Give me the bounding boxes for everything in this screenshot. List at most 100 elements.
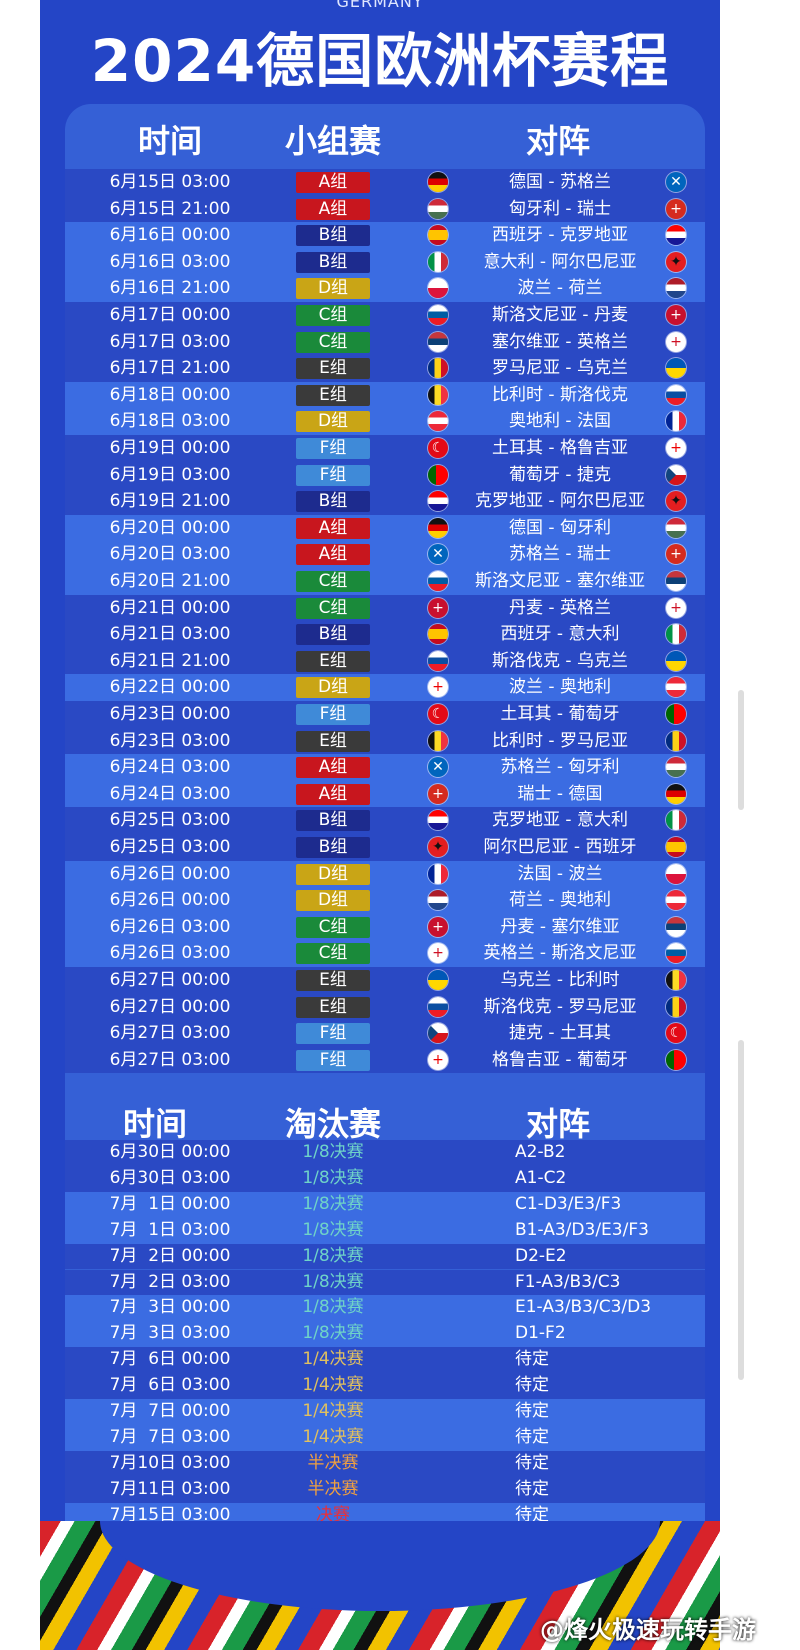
match-row[interactable]: 6月27日 03:00 F组 + 格鲁吉亚 - 葡萄牙 bbox=[65, 1046, 705, 1074]
away-fr-flag-icon bbox=[666, 411, 686, 432]
match-row[interactable]: 6月26日 00:00 D组 荷兰 - 奥地利 bbox=[65, 887, 705, 914]
match-teams: 斯洛伐克 - 罗马尼亚 bbox=[483, 996, 637, 1017]
match-row[interactable]: 6月18日 03:00 D组 奥地利 - 法国 bbox=[65, 408, 705, 435]
match-row[interactable]: 6月17日 00:00 C组 斯洛文尼亚 - 丹麦 + bbox=[65, 302, 705, 329]
match-row[interactable]: 6月20日 03:00 A组 ✕ 苏格兰 - 瑞士 + bbox=[65, 541, 705, 568]
match-teams: 捷克 - 土耳其 bbox=[509, 1023, 611, 1044]
knockout-row[interactable]: 7月 6日 00:00 1/4决赛 待定 bbox=[65, 1347, 705, 1374]
match-time: 7月11日 03:00 bbox=[109, 1478, 231, 1499]
away-hr-flag-icon bbox=[666, 225, 686, 246]
match-row[interactable]: 6月16日 00:00 B组 西班牙 - 克罗地亚 bbox=[65, 222, 705, 249]
knockout-row[interactable]: 7月11日 03:00 半决赛 待定 bbox=[65, 1476, 705, 1503]
knockout-row[interactable]: 7月 3日 00:00 1/8决赛 E1-A3/B3/C3/D3 bbox=[65, 1295, 705, 1322]
match-row[interactable]: 6月16日 21:00 D组 波兰 - 荷兰 bbox=[65, 275, 705, 302]
knockout-row[interactable]: 7月 1日 03:00 1/8决赛 B1-A3/D3/E3/F3 bbox=[65, 1217, 705, 1244]
match-row[interactable]: 6月26日 00:00 D组 法国 - 波兰 bbox=[65, 860, 705, 888]
match-row[interactable]: 6月25日 03:00 B组 ✦ 阿尔巴尼亚 - 西班牙 bbox=[65, 834, 705, 861]
away-es-flag-icon bbox=[666, 837, 686, 857]
match-row[interactable]: 6月19日 21:00 B组 克罗地亚 - 阿尔巴尼亚 ✦ bbox=[65, 488, 705, 515]
match-row[interactable]: 6月24日 03:00 A组 ✕ 苏格兰 - 匈牙利 bbox=[65, 754, 705, 781]
match-teams: 丹麦 - 英格兰 bbox=[509, 597, 611, 618]
match-teams: 英格兰 - 斯洛文尼亚 bbox=[483, 943, 637, 964]
match-row[interactable]: 6月17日 21:00 E组 罗马尼亚 - 乌克兰 bbox=[65, 355, 705, 382]
knockout-row[interactable]: 7月 2日 03:00 1/8决赛 F1-A3/B3/C3 bbox=[65, 1269, 705, 1296]
away-en-flag-icon: + bbox=[666, 331, 686, 352]
knockout-row[interactable]: 7月 3日 03:00 1/8决赛 D1-F2 bbox=[65, 1321, 705, 1348]
knockout-row[interactable]: 7月 6日 03:00 1/4决赛 待定 bbox=[65, 1373, 705, 1399]
schedule-poster: GERMANY 2024德国欧洲杯赛程 时间 小组赛 对阵 6月15日 03:0… bbox=[40, 0, 720, 1650]
match-time: 6月20日 00:00 bbox=[109, 517, 231, 538]
match-teams: 斯洛文尼亚 - 丹麦 bbox=[492, 305, 628, 325]
match-teams: D2-E2 bbox=[515, 1245, 567, 1266]
match-time: 6月21日 21:00 bbox=[109, 650, 231, 671]
match-teams: 比利时 - 罗马尼亚 bbox=[492, 730, 628, 751]
match-teams: A2-B2 bbox=[515, 1142, 566, 1162]
knockout-row[interactable]: 6月30日 00:00 1/8决赛 A2-B2 bbox=[65, 1140, 705, 1166]
match-time: 6月26日 03:00 bbox=[109, 943, 231, 964]
match-row[interactable]: 6月27日 00:00 E组 斯洛伐克 - 罗马尼亚 bbox=[65, 993, 705, 1021]
match-row[interactable]: 6月23日 00:00 F组 ☾ 土耳其 - 葡萄牙 bbox=[65, 701, 705, 728]
match-row[interactable]: 6月21日 21:00 E组 斯洛伐克 - 乌克兰 bbox=[65, 647, 705, 675]
stage-header: 淘汰赛 bbox=[284, 1105, 382, 1143]
match-teams: 阿尔巴尼亚 - 西班牙 bbox=[483, 837, 637, 857]
group-badge: A组 bbox=[296, 198, 370, 220]
match-row[interactable]: 6月19日 03:00 F组 葡萄牙 - 捷克 bbox=[65, 461, 705, 489]
match-time: 6月16日 21:00 bbox=[109, 278, 231, 299]
match-header: 对阵 bbox=[525, 122, 591, 160]
match-row[interactable]: 6月20日 00:00 A组 德国 - 匈牙利 bbox=[65, 514, 705, 542]
match-row[interactable]: 6月26日 03:00 C组 + 英格兰 - 斯洛文尼亚 bbox=[65, 940, 705, 967]
scrollbar[interactable] bbox=[738, 690, 744, 810]
group-badge: B组 bbox=[296, 624, 370, 646]
home-pl-flag-icon bbox=[428, 278, 448, 299]
match-row[interactable]: 6月21日 00:00 C组 + 丹麦 - 英格兰 + bbox=[65, 594, 705, 622]
knockout-row[interactable]: 7月 7日 00:00 1/4决赛 待定 bbox=[65, 1399, 705, 1425]
match-time: 7月10日 03:00 bbox=[109, 1452, 231, 1473]
match-row[interactable]: 6月24日 03:00 A组 + 瑞士 - 德国 bbox=[65, 780, 705, 808]
match-teams: 德国 - 匈牙利 bbox=[509, 517, 611, 538]
match-row[interactable]: 6月20日 21:00 C组 斯洛文尼亚 - 塞尔维亚 bbox=[65, 568, 705, 595]
match-row[interactable]: 6月17日 03:00 C组 塞尔维亚 - 英格兰 + bbox=[65, 328, 705, 356]
match-time: 6月25日 03:00 bbox=[109, 810, 231, 831]
match-time: 6月22日 00:00 bbox=[109, 677, 231, 698]
match-row[interactable]: 6月26日 03:00 C组 + 丹麦 - 塞尔维亚 bbox=[65, 913, 705, 941]
match-row[interactable]: 6月25日 03:00 B组 克罗地亚 - 意大利 bbox=[65, 807, 705, 834]
group-badge: C组 bbox=[296, 331, 370, 353]
match-time: 6月24日 03:00 bbox=[109, 757, 231, 778]
home-si-flag-icon bbox=[428, 571, 448, 591]
match-row[interactable]: 6月18日 00:00 E组 比利时 - 斯洛伐克 bbox=[65, 381, 705, 409]
match-time: 6月17日 21:00 bbox=[109, 358, 231, 379]
knockout-row[interactable]: 7月10日 03:00 半决赛 待定 bbox=[65, 1450, 705, 1477]
match-teams: 待定 bbox=[515, 1401, 549, 1421]
match-teams: 匈牙利 - 瑞士 bbox=[509, 198, 611, 219]
away-sco-flag-icon: ✕ bbox=[666, 172, 686, 192]
away-rs-flag-icon bbox=[666, 916, 686, 937]
knockout-row[interactable]: 7月 7日 03:00 1/4决赛 待定 bbox=[65, 1424, 705, 1451]
match-row[interactable]: 6月27日 03:00 F组 捷克 - 土耳其 ☾ bbox=[65, 1020, 705, 1047]
match-teams: 待定 bbox=[515, 1478, 549, 1499]
match-row[interactable]: 6月23日 03:00 E组 比利时 - 罗马尼亚 bbox=[65, 727, 705, 755]
scrollbar[interactable] bbox=[738, 1040, 744, 1380]
match-row[interactable]: 6月27日 00:00 E组 乌克兰 - 比利时 bbox=[65, 967, 705, 994]
home-hr-flag-icon bbox=[428, 810, 448, 831]
match-time: 6月23日 00:00 bbox=[109, 704, 231, 724]
knockout-row[interactable]: 6月30日 03:00 1/8决赛 A1-C2 bbox=[65, 1165, 705, 1192]
match-row[interactable]: 6月16日 03:00 B组 意大利 - 阿尔巴尼亚 ✦ bbox=[65, 248, 705, 276]
stage-label: 1/4决赛 bbox=[302, 1375, 364, 1396]
match-row[interactable]: 6月22日 00:00 D组 + 波兰 - 奥地利 bbox=[65, 674, 705, 701]
match-teams: 待定 bbox=[515, 1349, 549, 1370]
match-row[interactable]: 6月15日 03:00 A组 德国 - 苏格兰 ✕ bbox=[65, 169, 705, 196]
match-row[interactable]: 6月15日 21:00 A组 匈牙利 - 瑞士 + bbox=[65, 195, 705, 223]
away-it-flag-icon bbox=[666, 624, 686, 645]
match-teams: 待定 bbox=[515, 1452, 549, 1473]
match-row[interactable]: 6月19日 00:00 F组 ☾ 土耳其 - 格鲁吉亚 + bbox=[65, 435, 705, 462]
away-at-flag-icon bbox=[666, 677, 686, 698]
knockout-row[interactable]: 7月 2日 00:00 1/8决赛 D2-E2 bbox=[65, 1243, 705, 1270]
match-teams: 土耳其 - 葡萄牙 bbox=[500, 704, 620, 724]
watermark: @烽火极速玩转手游 bbox=[540, 1616, 756, 1644]
match-time: 6月20日 03:00 bbox=[109, 544, 231, 565]
match-teams: 待定 bbox=[515, 1426, 549, 1447]
match-time: 6月15日 03:00 bbox=[109, 172, 231, 192]
knockout-row[interactable]: 7月 1日 00:00 1/8决赛 C1-D3/E3/F3 bbox=[65, 1191, 705, 1218]
match-row[interactable]: 6月21日 03:00 B组 西班牙 - 意大利 bbox=[65, 621, 705, 648]
time-header: 时间 bbox=[137, 122, 203, 160]
